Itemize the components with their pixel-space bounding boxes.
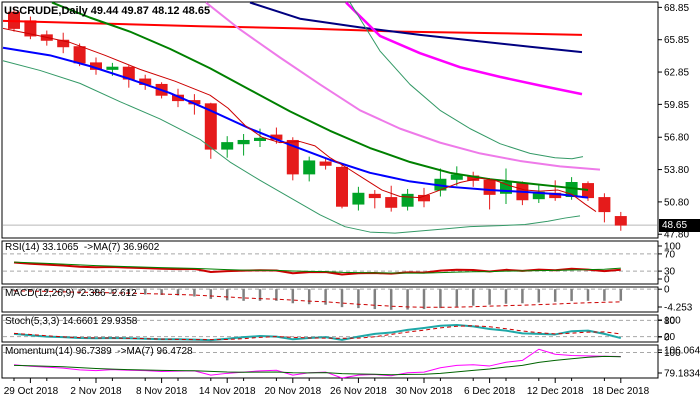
y-axis-label[interactable]: 56.80 bbox=[664, 133, 689, 144]
ma-long-red bbox=[2, 19, 583, 36]
chart-title: USCRUDE,Daily 49.44 49.87 48.12 48.65 bbox=[4, 5, 211, 17]
macd-signal-line bbox=[13, 290, 621, 308]
x-axis-date-label[interactable]: 29 Oct 2018 bbox=[4, 386, 59, 397]
y-axis-label[interactable]: 65.85 bbox=[664, 35, 689, 46]
candle-body bbox=[73, 46, 86, 64]
ma-blue bbox=[2, 46, 589, 199]
ma-magenta bbox=[345, 1, 583, 96]
stoch-axis-label[interactable]: 100 bbox=[664, 316, 681, 327]
y-axis-label[interactable]: 59.85 bbox=[664, 100, 689, 111]
stoch-axis-label[interactable]: 80 bbox=[664, 316, 676, 327]
stoch-panel-label: Stoch(5,3,3) 14.6601 29.9358 bbox=[5, 316, 138, 327]
y-axis-label[interactable]: 68.85 bbox=[664, 3, 689, 14]
band-upper-teal bbox=[349, 2, 584, 160]
current-price-tag: 48.65 bbox=[659, 219, 700, 232]
macd-axis-label[interactable]: 0 bbox=[664, 285, 670, 296]
rsi-panel-frame[interactable] bbox=[1, 240, 659, 285]
y-axis-label[interactable]: 47.80 bbox=[664, 230, 689, 241]
candle-body bbox=[598, 197, 611, 213]
rsi-axis-label[interactable]: 30 bbox=[664, 267, 676, 278]
ma-fast-red bbox=[2, 27, 597, 213]
rsi-axis-label[interactable]: 0 bbox=[664, 275, 670, 286]
y-axis-label[interactable]: 53.80 bbox=[664, 165, 689, 176]
x-axis-date-label[interactable]: 18 Dec 2018 bbox=[592, 386, 649, 397]
candle-body bbox=[614, 216, 627, 226]
x-axis-date-label[interactable]: 8 Nov 2018 bbox=[136, 386, 188, 397]
candle-body bbox=[303, 160, 316, 175]
candle-body bbox=[483, 179, 496, 195]
ma-violet bbox=[205, 1, 601, 171]
candle-body bbox=[450, 174, 463, 180]
candle-body bbox=[57, 39, 70, 48]
ma-navy bbox=[249, 1, 583, 54]
candle-body bbox=[254, 137, 266, 141]
candle-body bbox=[237, 139, 250, 145]
x-axis-date-label[interactable]: 14 Nov 2018 bbox=[199, 386, 256, 397]
rsi-ma-line bbox=[13, 261, 621, 274]
rsi-axis-label[interactable]: 100 bbox=[664, 242, 681, 253]
candle-body bbox=[319, 161, 332, 166]
momentum-panel-label: Momentum(14) 96.7389 ->MA(7) 96.4728 bbox=[5, 346, 193, 357]
stoch-axis-label[interactable]: 20 bbox=[664, 332, 676, 343]
x-axis-date-label[interactable]: 26 Nov 2018 bbox=[330, 386, 387, 397]
candle-body bbox=[106, 66, 119, 70]
candle-body bbox=[401, 193, 414, 207]
ma-green bbox=[51, 1, 589, 192]
candle-body bbox=[352, 192, 365, 205]
momentum-ma-line bbox=[13, 355, 621, 376]
x-axis-date-label[interactable]: 30 Nov 2018 bbox=[396, 386, 453, 397]
x-axis-date-label[interactable]: 2 Nov 2018 bbox=[70, 386, 122, 397]
x-axis-date-label[interactable]: 20 Nov 2018 bbox=[264, 386, 321, 397]
candle-body bbox=[582, 183, 594, 199]
candle-body bbox=[418, 194, 430, 202]
candle-body bbox=[500, 182, 512, 194]
stoch-axis-label[interactable]: 0 bbox=[664, 333, 670, 344]
rsi-axis-label[interactable]: 70 bbox=[664, 249, 676, 260]
macd-axis-label[interactable]: -4.253 bbox=[664, 303, 693, 314]
y-axis-label[interactable]: 62.85 bbox=[664, 68, 689, 79]
x-axis-date-label[interactable]: 6 Dec 2018 bbox=[464, 386, 516, 397]
x-axis-date-label[interactable]: 12 Dec 2018 bbox=[527, 386, 584, 397]
candle-body bbox=[221, 142, 234, 150]
macd-panel-label: MACD(12,26,9) -2.386 -2.612 bbox=[5, 288, 137, 299]
candle-body bbox=[286, 139, 299, 175]
momentum-axis-label[interactable]: 100 bbox=[664, 348, 681, 359]
candle-body bbox=[204, 103, 217, 150]
momentum-axis-label[interactable]: 79.1834 bbox=[664, 369, 700, 380]
candle-body bbox=[385, 197, 398, 208]
rsi-panel-label: RSI(14) 33.1065 ->MA(7) 36.9602 bbox=[5, 242, 160, 253]
main-panel-frame[interactable] bbox=[1, 1, 659, 239]
y-axis-label[interactable]: 50.80 bbox=[664, 197, 689, 208]
candle-body bbox=[368, 193, 381, 199]
band-lower-teal bbox=[2, 60, 581, 234]
candle-body bbox=[336, 166, 348, 207]
stoch-signal-line bbox=[13, 325, 621, 341]
